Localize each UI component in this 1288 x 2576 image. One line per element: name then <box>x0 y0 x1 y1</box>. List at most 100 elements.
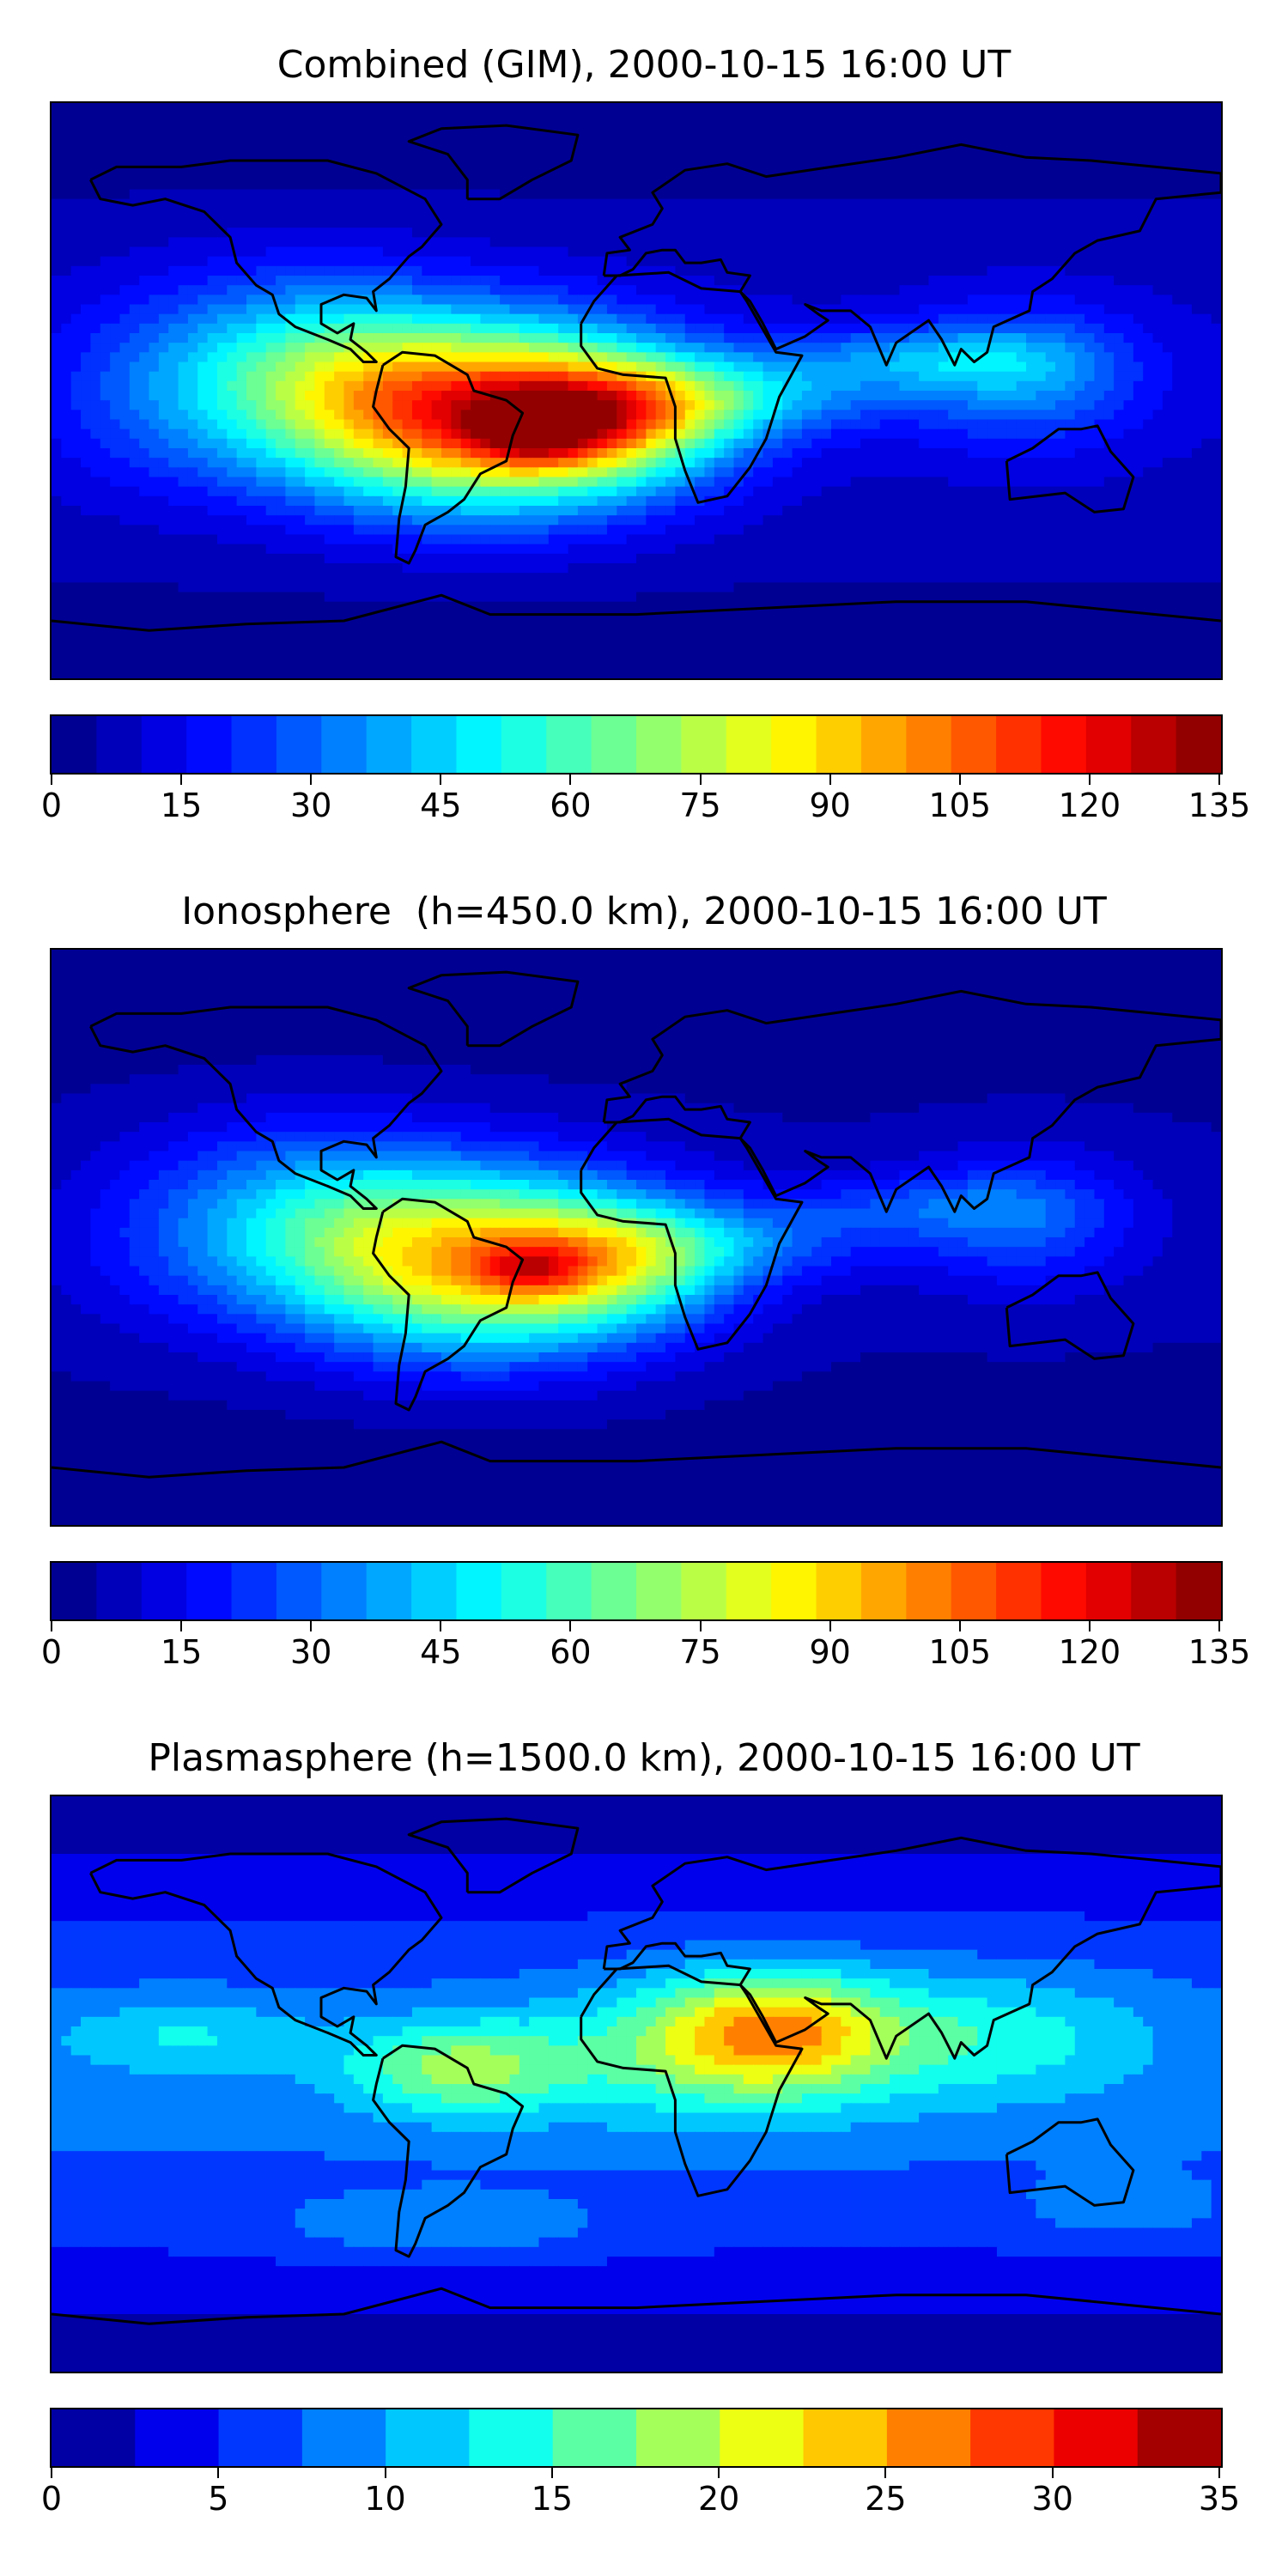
contour-cell <box>870 285 881 295</box>
contour-cell <box>704 343 715 353</box>
contour-cell <box>1191 304 1202 315</box>
contour-cell <box>587 391 598 401</box>
contour-cell <box>890 276 901 286</box>
contour-cell <box>1055 112 1066 123</box>
contour-cell <box>246 208 257 219</box>
contour-cell <box>772 112 783 123</box>
contour-cell <box>480 103 491 113</box>
contour-cell <box>276 448 286 459</box>
contour-cell <box>890 448 901 459</box>
contour-cell <box>792 352 803 363</box>
contour-cell <box>1133 391 1144 401</box>
contour-cell <box>831 486 841 497</box>
contour-cell <box>801 122 812 133</box>
contour-cell <box>1065 265 1076 276</box>
contour-cell <box>276 380 286 392</box>
contour-cell <box>81 410 91 421</box>
contour-cell <box>704 208 715 219</box>
contour-cell <box>938 313 949 325</box>
contour-cell <box>480 486 491 497</box>
contour-cell <box>948 467 959 478</box>
contour-cell <box>90 179 101 191</box>
contour-cell <box>168 419 179 430</box>
contour-cell <box>626 246 637 258</box>
contour-cell <box>139 256 150 267</box>
contour-cell <box>305 486 316 497</box>
contour-cell <box>538 161 550 171</box>
contour-cell <box>675 141 686 152</box>
contour-cell <box>402 495 413 507</box>
contour-cell <box>938 410 949 421</box>
contour-cell <box>256 410 267 421</box>
contour-cell <box>928 410 939 421</box>
contour-cell <box>1103 295 1115 306</box>
contour-cell <box>684 256 696 267</box>
contour-cell <box>899 122 910 133</box>
contour-cell <box>1103 343 1115 353</box>
contour-cell <box>1016 467 1027 478</box>
contour-cell <box>606 361 617 373</box>
contour-cell <box>1084 313 1096 325</box>
contour-cell <box>1152 141 1163 152</box>
contour-cell <box>792 477 803 488</box>
contour-cell <box>139 112 150 123</box>
contour-cell <box>1152 313 1163 325</box>
contour-cell <box>850 467 861 478</box>
contour-cell <box>392 131 404 143</box>
contour-cell <box>772 122 783 133</box>
contour-cell <box>139 161 150 171</box>
contour-cell <box>743 486 754 497</box>
contour-cell <box>743 495 754 507</box>
contour-cell <box>295 495 306 507</box>
contour-cell <box>529 495 540 507</box>
contour-cell <box>928 246 939 258</box>
contour-cell <box>1036 428 1047 440</box>
contour-cell <box>890 391 901 401</box>
contour-cell <box>636 112 647 123</box>
contour-cell <box>1201 131 1212 143</box>
contour-cell <box>675 419 686 430</box>
contour-cell <box>392 467 404 478</box>
contour-cell <box>733 131 744 143</box>
contour-cell <box>256 237 267 248</box>
contour-cell <box>431 285 442 295</box>
contour-cell <box>606 218 617 228</box>
contour-cell <box>879 352 890 363</box>
contour-cell <box>1026 333 1036 343</box>
contour-cell <box>285 343 296 353</box>
contour-cell <box>996 448 1007 459</box>
contour-cell <box>1143 276 1154 286</box>
contour-cell <box>431 295 442 306</box>
contour-cell <box>870 391 881 401</box>
contour-cell <box>762 361 774 373</box>
contour-cell <box>431 237 442 248</box>
contour-cell <box>529 198 540 210</box>
contour-cell <box>655 304 666 315</box>
contour-cell <box>500 371 511 382</box>
contour-cell <box>811 477 823 488</box>
contour-cell <box>343 477 355 488</box>
contour-cell <box>61 467 72 478</box>
contour-cell <box>529 391 540 401</box>
contour-cell <box>100 103 111 113</box>
contour-cell <box>957 295 969 306</box>
contour-cell <box>850 228 861 238</box>
contour-cell <box>158 313 169 325</box>
contour-cell <box>606 265 617 276</box>
contour-cell <box>129 295 140 306</box>
contour-cell <box>548 276 559 286</box>
contour-cell <box>568 428 579 440</box>
contour-cell <box>1065 131 1076 143</box>
contour-cell <box>90 400 101 410</box>
contour-cell <box>52 438 62 449</box>
contour-cell <box>801 361 812 373</box>
contour-cell <box>538 131 550 143</box>
contour-cell <box>1201 237 1212 248</box>
contour-cell <box>178 131 189 143</box>
contour-cell <box>1123 276 1134 286</box>
contour-cell <box>636 189 647 200</box>
contour-cell <box>568 256 579 267</box>
contour-cell <box>90 112 101 123</box>
contour-cell <box>1016 228 1027 238</box>
contour-cell <box>500 428 511 440</box>
